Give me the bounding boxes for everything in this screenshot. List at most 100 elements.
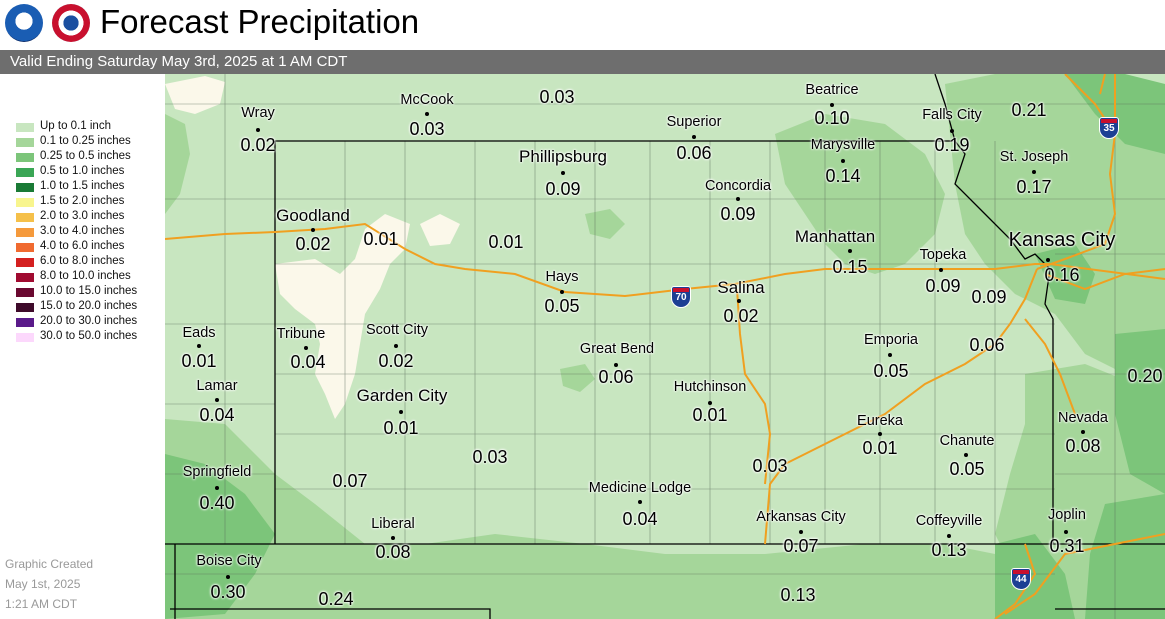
legend-label: Up to 0.1 inch xyxy=(40,120,111,132)
city-label-arkansas-city: Arkansas City xyxy=(756,509,846,525)
city-dot xyxy=(1046,258,1050,262)
precip-value-salina: 0.02 xyxy=(723,306,759,326)
precip-value-falls-city: 0.19 xyxy=(934,135,970,155)
city-label-manhattan: Manhattan xyxy=(794,227,876,246)
precip-value: 0.07 xyxy=(332,471,368,491)
legend-swatch xyxy=(16,258,34,267)
city-dot xyxy=(1064,530,1068,534)
city-dot xyxy=(256,128,260,132)
legend-label: 1.0 to 1.5 inches xyxy=(40,180,125,192)
legend-swatch xyxy=(16,333,34,342)
precip-area-heavy xyxy=(1085,494,1165,619)
legend-label: 0.5 to 1.0 inches xyxy=(40,165,125,177)
nws-logo-icon xyxy=(52,4,90,42)
noaa-logo-icon xyxy=(5,4,43,42)
interstate-35-icon: 35 xyxy=(1099,117,1119,139)
city-label-liberal: Liberal xyxy=(371,516,415,532)
precip-value-kansas-city: 0.16 xyxy=(1044,265,1080,285)
legend-swatch xyxy=(16,123,34,132)
legend-swatch xyxy=(16,153,34,162)
legend-item: 20.0 to 30.0 inches xyxy=(14,315,164,330)
city-dot xyxy=(399,410,403,414)
precip-value-chanute: 0.05 xyxy=(949,459,985,479)
city-dot xyxy=(848,249,852,253)
state-borders xyxy=(165,74,1165,619)
city-label-marysville: Marysville xyxy=(810,137,876,153)
precip-value: 0.06 xyxy=(969,335,1005,355)
city-label-eads: Eads xyxy=(182,325,216,341)
graphic-created-label: Graphic Created xyxy=(5,557,94,571)
precip-area-moderate xyxy=(945,74,1165,374)
legend-swatch xyxy=(16,183,34,192)
city-label-nevada: Nevada xyxy=(1058,410,1108,426)
legend-item: 6.0 to 8.0 inches xyxy=(14,255,164,270)
precip-value-nevada: 0.08 xyxy=(1065,436,1101,456)
graphic-created-date: May 1st, 2025 xyxy=(5,577,81,591)
city-dot xyxy=(614,363,618,367)
dry-area xyxy=(165,76,225,114)
precip-value-joplin: 0.31 xyxy=(1049,536,1085,556)
city-label-coffeyville: Coffeyville xyxy=(915,513,983,529)
city-label-hutchinson: Hutchinson xyxy=(673,379,747,395)
city-label-st-joseph: St. Joseph xyxy=(999,149,1069,165)
legend-label: 3.0 to 4.0 inches xyxy=(40,225,125,237)
city-label-tribune: Tribune xyxy=(276,326,326,342)
graphic-created-time: 1:21 AM CDT xyxy=(5,597,78,611)
precip-value: 0.21 xyxy=(1011,100,1047,120)
legend-swatch xyxy=(16,243,34,252)
precip-area-heavy xyxy=(1035,244,1095,304)
precip-value-great-bend: 0.06 xyxy=(598,367,634,387)
precip-value-beatrice: 0.10 xyxy=(814,108,850,128)
precipitation-map[interactable]: 35 70 44 Wray 0.02 McCook 0.03 0.03 Beat… xyxy=(165,74,1165,619)
header: Forecast Precipitation xyxy=(0,0,1165,50)
city-dot xyxy=(197,344,201,348)
city-label-mccook: McCook xyxy=(400,92,454,108)
precip-value: 0.01 xyxy=(488,232,524,252)
legend-item: 1.5 to 2.0 inches xyxy=(14,195,164,210)
city-dot xyxy=(830,103,834,107)
city-label-superior: Superior xyxy=(666,114,722,130)
precip-value: 0.20 xyxy=(1127,366,1163,386)
page-title: Forecast Precipitation xyxy=(100,3,420,40)
legend-label: 8.0 to 10.0 inches xyxy=(40,270,131,282)
precip-area-moderate xyxy=(560,364,595,392)
city-dot xyxy=(939,268,943,272)
city-dot xyxy=(425,112,429,116)
legend-label: 4.0 to 6.0 inches xyxy=(40,240,125,252)
city-dot xyxy=(878,432,882,436)
legend-item: 4.0 to 6.0 inches xyxy=(14,240,164,255)
city-label-goodland: Goodland xyxy=(276,206,350,225)
city-label-kansas-city: Kansas City xyxy=(1008,229,1116,251)
city-dot xyxy=(311,228,315,232)
city-dot xyxy=(947,534,951,538)
precip-value-goodland: 0.02 xyxy=(295,234,331,254)
city-label-eureka: Eureka xyxy=(857,413,903,429)
legend-swatch xyxy=(16,318,34,327)
city-label-garden-city: Garden City xyxy=(356,386,448,405)
city-dot xyxy=(888,353,892,357)
city-label-falls-city: Falls City xyxy=(922,107,982,123)
city-label-great-bend: Great Bend xyxy=(579,341,655,357)
precip-value-topeka: 0.09 xyxy=(925,276,961,296)
city-dot xyxy=(736,197,740,201)
legend-item: 0.25 to 0.5 inches xyxy=(14,150,164,165)
city-dot xyxy=(1032,170,1036,174)
legend-item: 10.0 to 15.0 inches xyxy=(14,285,164,300)
precip-value-liberal: 0.08 xyxy=(375,542,411,562)
precip-value: 0.03 xyxy=(472,447,508,467)
precip-value-eads: 0.01 xyxy=(181,351,217,371)
legend-label: 2.0 to 3.0 inches xyxy=(40,210,125,222)
city-dot xyxy=(215,398,219,402)
precip-area-moderate xyxy=(165,419,1025,619)
city-dot xyxy=(304,346,308,350)
city-label-chanute: Chanute xyxy=(939,433,995,449)
precip-value-eureka: 0.01 xyxy=(862,438,898,458)
legend: Up to 0.1 inch 0.1 to 0.25 inches 0.25 t… xyxy=(14,120,164,345)
legend-label: 1.5 to 2.0 inches xyxy=(40,195,125,207)
legend-label: 6.0 to 8.0 inches xyxy=(40,255,125,267)
precip-value-superior: 0.06 xyxy=(676,143,712,163)
legend-swatch xyxy=(16,228,34,237)
precip-value-emporia: 0.05 xyxy=(873,361,909,381)
city-dot xyxy=(394,344,398,348)
city-label-hays: Hays xyxy=(545,269,579,285)
